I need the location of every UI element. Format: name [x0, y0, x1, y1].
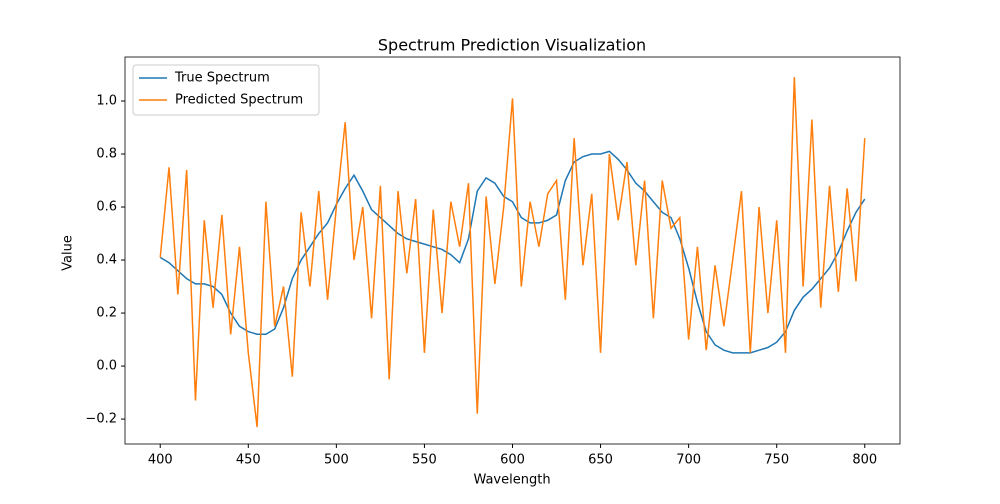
x-tick-label: 600	[500, 453, 525, 468]
y-tick-label: −0.2	[85, 412, 117, 427]
y-tick-label: 0.8	[96, 147, 117, 162]
x-tick-label: 500	[324, 453, 349, 468]
x-tick-label: 800	[852, 453, 877, 468]
x-tick-label: 550	[412, 453, 437, 468]
y-axis-label: Value	[61, 235, 76, 271]
legend-label: Predicted Spectrum	[175, 93, 303, 108]
y-tick-label: 0.0	[96, 359, 117, 374]
x-tick-label: 700	[676, 453, 701, 468]
chart-title: Spectrum Prediction Visualization	[378, 36, 646, 55]
plot-frame	[124, 56, 901, 445]
y-tick-label: 0.2	[96, 306, 117, 321]
x-tick-label: 750	[764, 453, 789, 468]
y-tick-label: 0.6	[96, 200, 117, 215]
x-tick-label: 450	[236, 453, 261, 468]
x-axis-label: Wavelength	[473, 473, 550, 488]
legend-box	[132, 64, 320, 116]
y-tick-label: 0.4	[96, 253, 117, 268]
data-line	[159, 77, 866, 428]
legend-label: True Spectrum	[174, 71, 270, 86]
data-line	[159, 150, 866, 354]
x-tick-label: 650	[588, 453, 613, 468]
y-tick-label: 1.0	[96, 94, 117, 109]
x-tick-label: 400	[148, 453, 173, 468]
